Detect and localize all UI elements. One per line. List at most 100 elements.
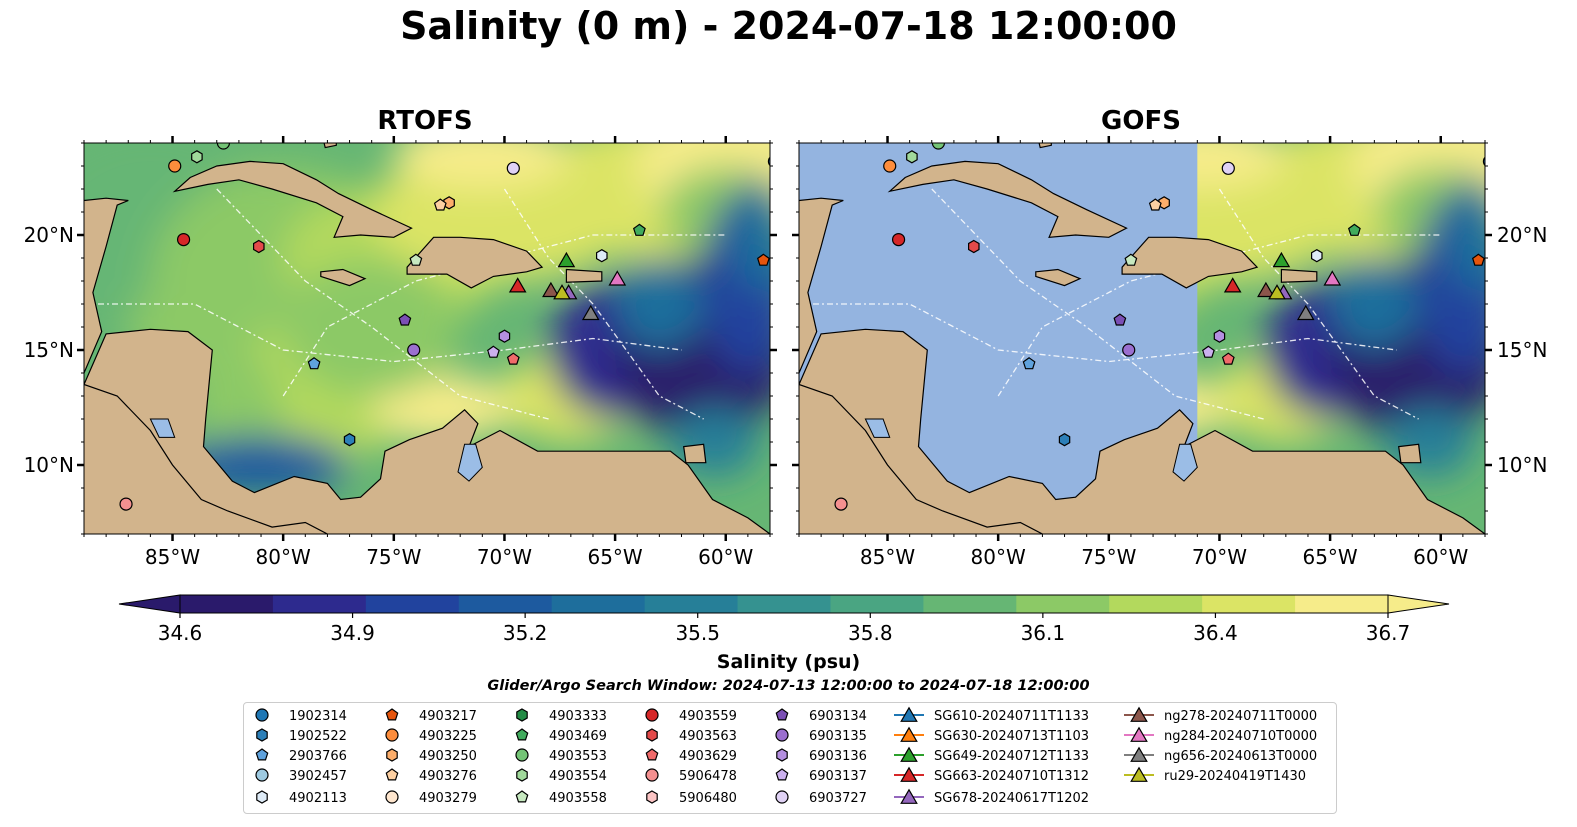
legend-item-4903629[interactable]: 4903629 [645, 748, 737, 764]
map-marker-1902522-rtofs[interactable] [343, 433, 356, 447]
legend-item-1902314[interactable]: 1902314 [255, 708, 347, 724]
legend-item-4902113[interactable]: 4902113 [256, 790, 347, 806]
glider-marker-ru29-20240419T1430-rtofs[interactable] [553, 284, 571, 300]
legend-item-ng278-20240711T0000[interactable]: ng278-20240711T0000 [1124, 706, 1317, 724]
glider-marker-ng656-20240613T0000-gofs[interactable] [1296, 304, 1315, 321]
map-marker-4903279-gofs[interactable] [1413, 119, 1425, 131]
glider-marker-SG663-20240710T1312-gofs[interactable] [1223, 277, 1242, 293]
legend-item-5906478[interactable]: 5906478 [645, 768, 737, 784]
legend-item-6903137[interactable]: 6903137 [775, 768, 867, 784]
legend-item-SG610-20240711T1133[interactable]: SG610-20240711T1133 [894, 706, 1089, 724]
map-marker-4903558-gofs[interactable] [1124, 253, 1138, 266]
map-marker-1902522-gofs[interactable] [1058, 433, 1071, 447]
map-marker-4903559-rtofs[interactable] [176, 233, 191, 247]
legend-item-6903135[interactable]: 6903135 [775, 728, 867, 744]
map-marker-4903629-rtofs[interactable] [506, 352, 520, 365]
map-marker-4903225-gofs[interactable] [883, 159, 897, 173]
map-marker-6903134-gofs[interactable] [1113, 313, 1127, 326]
map-marker-5906480-rtofs[interactable] [831, 91, 841, 103]
legend-item-4903276[interactable]: 4903276 [385, 768, 477, 784]
map-marker-4903333-rtofs[interactable] [174, 119, 184, 131]
legend-item-4903333[interactable]: 4903333 [516, 708, 607, 724]
legend-item-SG649-20240712T1133[interactable]: SG649-20240712T1133 [894, 746, 1089, 764]
map-marker-6903134-rtofs[interactable] [398, 313, 412, 326]
map-marker-6903135-rtofs[interactable] [407, 343, 421, 357]
map-marker-4903553-rtofs[interactable] [216, 137, 231, 150]
glider-marker-ng284-20240710T0000-gofs[interactable] [1323, 270, 1342, 286]
map-marker-5906480-gofs[interactable] [1546, 91, 1556, 103]
legend-item-6903727[interactable]: 6903727 [775, 790, 867, 806]
map-marker-4903276-rtofs[interactable] [433, 198, 447, 211]
glider-marker-ng278-20240711T0000-rtofs[interactable] [542, 281, 560, 298]
map-marker-4903217-gofs[interactable] [1471, 253, 1485, 266]
map-marker-4903554-gofs[interactable] [906, 150, 918, 164]
map-marker-6903727-rtofs[interactable] [506, 161, 520, 175]
legend-item-5906480[interactable]: 5906480 [646, 790, 737, 806]
map-marker-5906478-rtofs[interactable] [119, 497, 133, 511]
map-marker-6903135-gofs[interactable] [1122, 343, 1136, 357]
legend-item-4903225[interactable]: 4903225 [385, 728, 477, 744]
legend-item-4903553[interactable]: 4903553 [515, 748, 607, 764]
map-marker-4903217-rtofs[interactable] [756, 253, 770, 266]
map-marker-6903137-rtofs[interactable] [486, 345, 500, 358]
map-marker-2903766-rtofs[interactable] [307, 357, 321, 370]
map-marker-4903559-gofs[interactable] [891, 233, 906, 247]
map-marker-4903469-gofs[interactable] [1347, 223, 1361, 236]
legend-item-ng284-20240710T0000[interactable]: ng284-20240710T0000 [1124, 726, 1317, 744]
glider-marker-SG649-20240712T1133-gofs[interactable] [1272, 251, 1291, 268]
map-marker-6903136-gofs[interactable] [1213, 329, 1226, 343]
map-marker-4903279-rtofs[interactable] [698, 119, 710, 131]
colorbar-tick-label: 36.1 [1021, 621, 1066, 645]
map-marker-4902113-gofs[interactable] [1310, 249, 1323, 263]
glider-marker-ru29-20240419T1430-gofs[interactable] [1268, 284, 1286, 300]
legend-item-6903136[interactable]: 6903136 [776, 748, 867, 764]
map-marker-4903276-gofs[interactable] [1148, 198, 1162, 211]
legend-item-4903217[interactable]: 4903217 [385, 708, 477, 724]
glider-marker-SG610-20240711T1133-rtofs[interactable] [895, 90, 911, 104]
legend-item-6903134[interactable]: 6903134 [775, 708, 867, 724]
map-marker-4902113-rtofs[interactable] [595, 249, 608, 263]
legend-item-SG678-20240617T1202[interactable]: SG678-20240617T1202 [894, 788, 1089, 806]
legend-item-4903559[interactable]: 4903559 [645, 708, 737, 724]
map-marker-4903553-gofs[interactable] [931, 137, 946, 150]
map-marker-4903250-gofs[interactable] [1158, 196, 1170, 210]
legend-item-4903279[interactable]: 4903279 [385, 790, 477, 806]
colorbar-tick-label: 35.8 [848, 621, 893, 645]
glider-marker-ng656-20240613T0000-rtofs[interactable] [581, 304, 600, 321]
map-marker-3902457-gofs[interactable] [926, 126, 938, 138]
map-marker-6903137-gofs[interactable] [1201, 345, 1215, 358]
glider-marker-SG630-20240713T1103-rtofs[interactable] [884, 78, 900, 92]
legend-item-4903563[interactable]: 4903563 [646, 728, 737, 744]
map-marker-4903563-gofs[interactable] [967, 239, 980, 254]
map-marker-4903629-gofs[interactable] [1221, 352, 1235, 365]
legend-item-SG663-20240710T1312[interactable]: SG663-20240710T1312 [894, 766, 1089, 784]
map-marker-4903225-rtofs[interactable] [168, 159, 182, 173]
legend-item-SG630-20240713T1103[interactable]: SG630-20240713T1103 [894, 726, 1089, 744]
legend-item-4903469[interactable]: 4903469 [515, 728, 607, 744]
legend-item-2903766[interactable]: 2903766 [255, 748, 347, 764]
map-marker-3902457-rtofs[interactable] [211, 126, 223, 138]
map-marker-4903558-rtofs[interactable] [409, 253, 423, 266]
glider-marker-ng278-20240711T0000-gofs[interactable] [1257, 281, 1275, 298]
glider-marker-ng284-20240710T0000-rtofs[interactable] [608, 270, 627, 286]
legend-item-1902522[interactable]: 1902522 [256, 728, 347, 744]
map-marker-6903136-rtofs[interactable] [498, 329, 511, 343]
map-marker-4903333-gofs[interactable] [889, 119, 899, 131]
legend-item-4903558[interactable]: 4903558 [515, 790, 607, 806]
map-marker-5906478-gofs[interactable] [834, 497, 848, 511]
legend-item-4903250[interactable]: 4903250 [386, 748, 477, 764]
map-marker-2903766-gofs[interactable] [1022, 357, 1036, 370]
legend-marker [775, 768, 789, 781]
map-marker-4903250-rtofs[interactable] [443, 196, 455, 210]
map-marker-4903469-rtofs[interactable] [632, 223, 646, 236]
legend-item-3902457[interactable]: 3902457 [255, 768, 347, 784]
legend-item-4903554[interactable]: 4903554 [516, 768, 607, 784]
glider-marker-SG649-20240712T1133-rtofs[interactable] [557, 251, 576, 268]
map-marker-4903554-rtofs[interactable] [191, 150, 203, 164]
map-marker-6903727-gofs[interactable] [1221, 161, 1235, 175]
glider-marker-SG663-20240710T1312-rtofs[interactable] [508, 277, 527, 293]
legend-item-ng656-20240613T0000[interactable]: ng656-20240613T0000 [1124, 746, 1317, 764]
legend-item-ru29-20240419T1430[interactable]: ru29-20240419T1430 [1124, 766, 1306, 784]
map-marker-4903563-rtofs[interactable] [253, 239, 265, 254]
lon-tick-label-gofs: 70°W [1192, 545, 1247, 569]
